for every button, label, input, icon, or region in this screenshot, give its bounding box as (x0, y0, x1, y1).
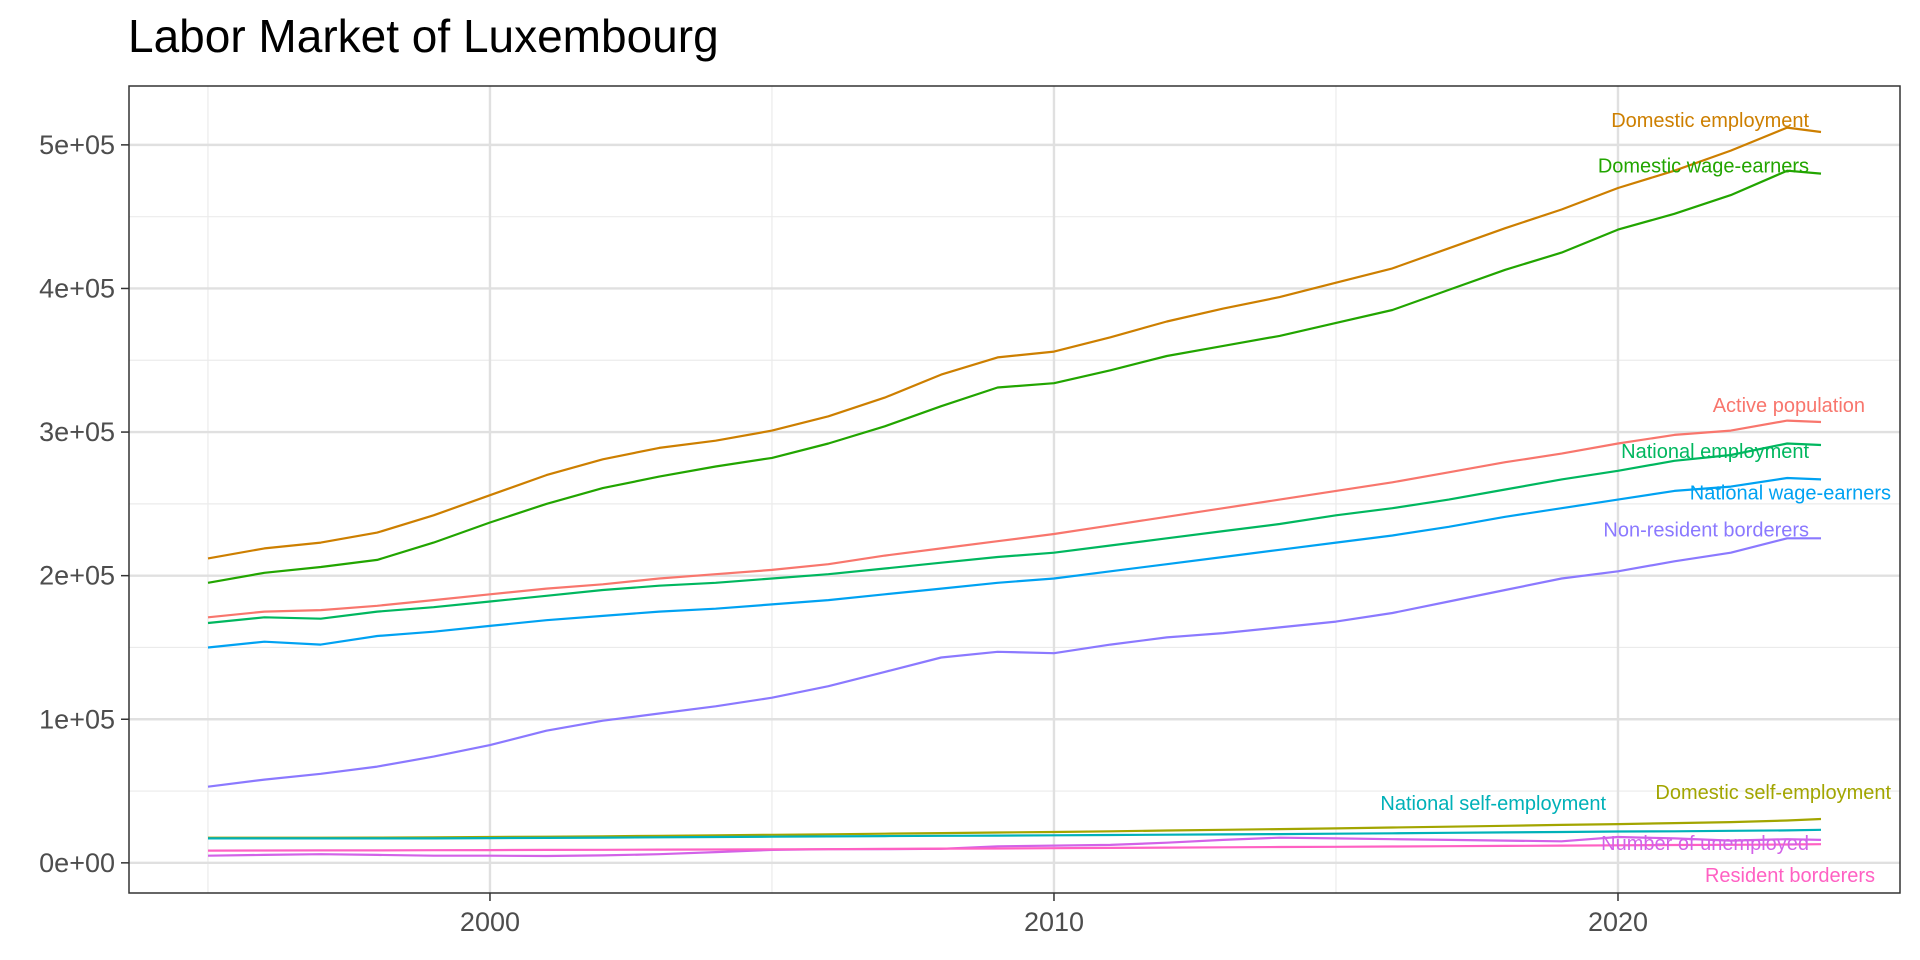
plot-panel-border (128, 85, 1901, 894)
x-tick-label: 2000 (460, 907, 520, 937)
series-label-active-population: Active population (1713, 395, 1865, 417)
series-label-domestic-self-employment: Domestic self-employment (1655, 782, 1891, 804)
series-label-number-of-unemployed: Number of unemployed (1601, 833, 1809, 855)
series-labels: Domestic employment Domestic wage-earners… (1380, 110, 1891, 887)
y-tick-label: 1e+05 (39, 704, 115, 734)
series-label-domestic-employment: Domestic employment (1611, 110, 1809, 132)
series-line-national-self-employment (208, 828, 1822, 840)
series-label-national-wage-earners: National wage-earners (1690, 482, 1891, 504)
y-tick-label: 0e+00 (39, 848, 115, 878)
series-label-national-self-employment: National self-employment (1380, 793, 1606, 815)
chart-title: Labor Market of Luxembourg (128, 10, 719, 62)
series-line-non-resident-borderers (207, 537, 1821, 788)
series-label-non-resident-borderers: Non-resident borderers (1603, 519, 1809, 541)
series-label-domestic-wage-earners: Domestic wage-earners (1598, 156, 1809, 178)
series-lines (207, 126, 1822, 858)
y-tick-label: 5e+05 (39, 130, 115, 160)
y-tick-label: 2e+05 (39, 561, 115, 591)
series-line-domestic-employment (207, 126, 1822, 560)
series-line-active-population (207, 419, 1822, 619)
series-line-national-wage-earners (207, 476, 1822, 649)
series-label-resident-borderers: Resident borderers (1705, 865, 1875, 887)
y-axis: 0e+00 1e+05 2e+05 3e+05 4e+05 5e+05 (39, 130, 129, 878)
x-tick-label: 2020 (1588, 907, 1648, 937)
series-line-national-employment (207, 442, 1822, 625)
series-line-resident-borderers (207, 843, 1822, 852)
x-axis: 2000 2010 2020 (460, 893, 1648, 937)
series-line-domestic-wage-earners (207, 169, 1822, 584)
major-gridlines (129, 86, 1900, 893)
series-line-number-of-unemployed (207, 835, 1822, 858)
x-tick-label: 2010 (1024, 907, 1084, 937)
y-tick-label: 3e+05 (39, 417, 115, 447)
minor-gridlines (129, 86, 1900, 893)
y-tick-label: 4e+05 (39, 273, 115, 303)
series-label-national-employment: National employment (1621, 441, 1809, 463)
